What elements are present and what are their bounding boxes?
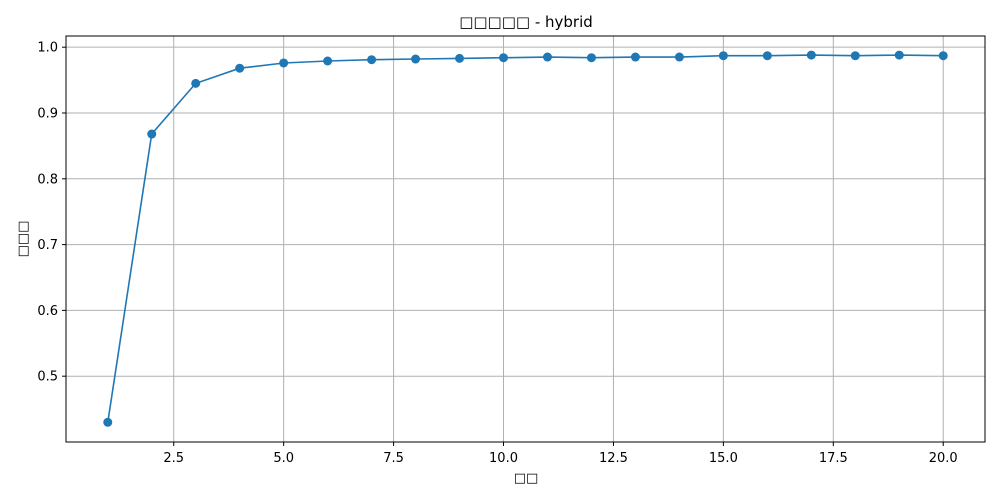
x-tick-label: 5.0 (273, 451, 294, 466)
data-point (630, 52, 640, 62)
data-point (235, 63, 245, 73)
x-axis: 2.5 5.0 7.5 10.0 12.5 15.0 17.5 20.0 (163, 442, 958, 466)
x-tick-label: 17.5 (819, 451, 848, 466)
x-tick-label: 7.5 (383, 451, 404, 466)
y-tick-label: 1.0 (37, 41, 58, 56)
x-tick-label: 12.5 (599, 451, 628, 466)
data-point (806, 50, 816, 60)
data-point (586, 53, 596, 63)
data-point (894, 50, 904, 60)
data-point (103, 417, 113, 427)
y-tick-label: 0.8 (37, 172, 58, 187)
data-point (499, 53, 509, 63)
data-point (367, 55, 377, 65)
data-point (455, 53, 465, 63)
x-tick-label: 20.0 (929, 451, 958, 466)
y-tick-label: 0.6 (37, 304, 58, 319)
chart-title: □□□□□ - hybrid (459, 13, 593, 31)
data-point (674, 52, 684, 62)
data-point (938, 51, 948, 61)
grid (66, 36, 985, 442)
data-point (323, 56, 333, 66)
data-point (279, 58, 289, 68)
series-group (103, 50, 948, 427)
data-point (147, 129, 157, 139)
data-point (191, 78, 201, 88)
y-axis: 0.5 0.6 0.7 0.8 0.9 1.0 (37, 41, 66, 385)
x-tick-label: 2.5 (163, 451, 184, 466)
plot-frame (65, 35, 986, 443)
data-point (718, 51, 728, 61)
y-tick-label: 0.5 (37, 370, 58, 385)
data-point (542, 52, 552, 62)
series-line (107, 54, 944, 423)
y-tick-label: 0.9 (37, 106, 58, 121)
y-axis-label: □□□ (16, 221, 31, 258)
x-tick-label: 15.0 (709, 451, 738, 466)
y-tick-label: 0.7 (37, 238, 58, 253)
x-tick-label: 10.0 (489, 451, 518, 466)
data-point (411, 54, 421, 64)
data-point (762, 51, 772, 61)
data-point (850, 51, 860, 61)
x-axis-label: □□ (514, 471, 539, 486)
